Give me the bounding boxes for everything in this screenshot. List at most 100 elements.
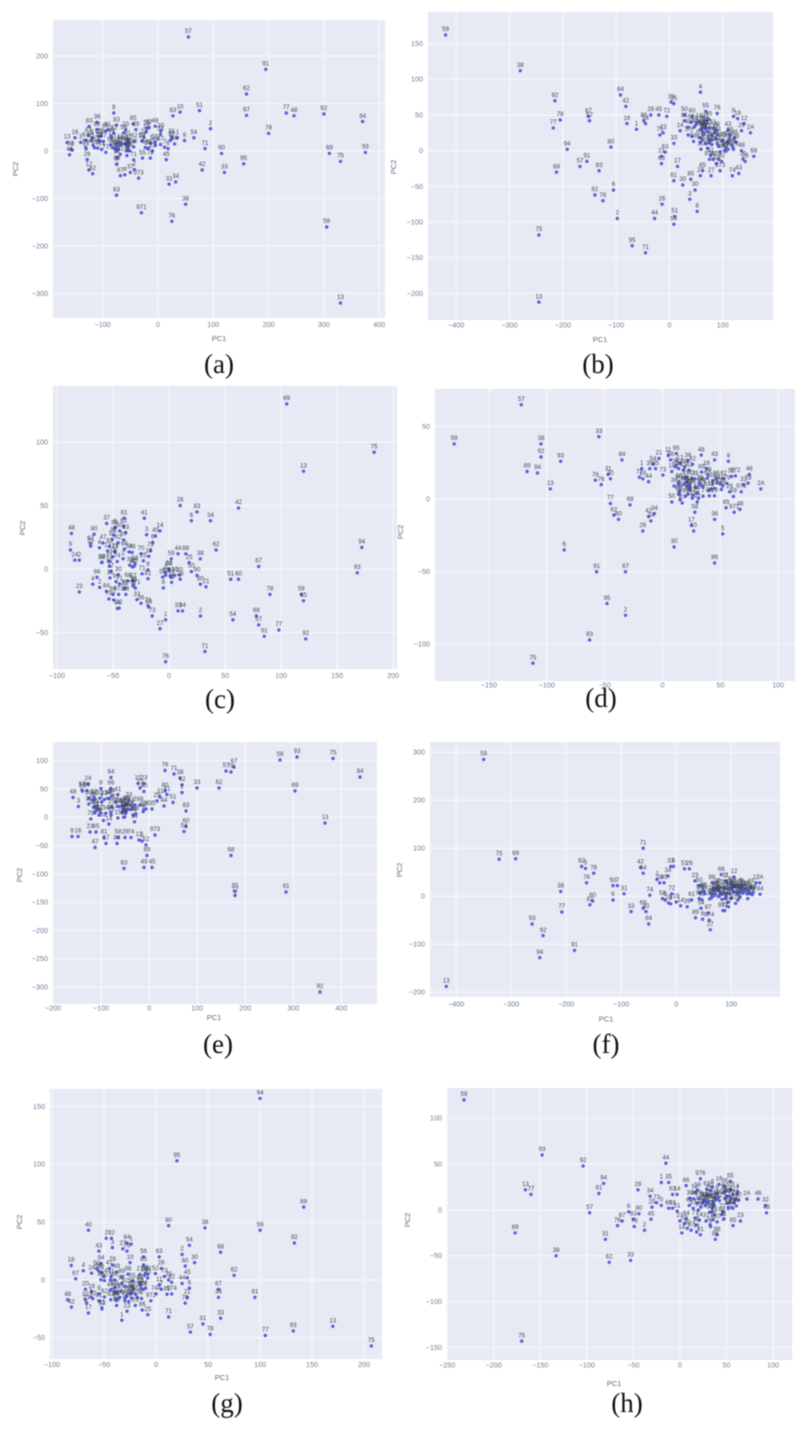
svg-text:20: 20 <box>82 1281 89 1288</box>
svg-text:95: 95 <box>107 804 114 811</box>
svg-text:87: 87 <box>114 149 121 156</box>
svg-text:58: 58 <box>113 1297 120 1304</box>
svg-text:72: 72 <box>636 469 643 476</box>
svg-text:16: 16 <box>113 135 120 142</box>
svg-text:85: 85 <box>687 171 694 178</box>
svg-text:100: 100 <box>191 1004 203 1013</box>
svg-text:−200: −200 <box>32 241 48 250</box>
svg-text:6: 6 <box>611 891 615 898</box>
svg-text:71: 71 <box>116 575 123 582</box>
svg-text:71: 71 <box>171 765 178 772</box>
svg-text:92: 92 <box>552 92 559 99</box>
svg-text:77: 77 <box>701 125 708 132</box>
svg-text:55: 55 <box>107 136 114 143</box>
svg-text:64: 64 <box>640 864 647 871</box>
svg-text:−300: −300 <box>503 1000 519 1009</box>
svg-text:71: 71 <box>707 1203 714 1210</box>
svg-text:72: 72 <box>117 136 124 143</box>
svg-text:47: 47 <box>92 839 99 846</box>
svg-text:61: 61 <box>98 141 105 148</box>
svg-text:16: 16 <box>716 1176 723 1183</box>
svg-text:94: 94 <box>701 117 708 124</box>
svg-text:50: 50 <box>737 888 744 895</box>
svg-text:83: 83 <box>113 116 120 123</box>
svg-text:45: 45 <box>648 1210 655 1217</box>
svg-text:7: 7 <box>163 138 167 145</box>
svg-text:44: 44 <box>701 885 708 892</box>
svg-text:36: 36 <box>138 595 145 602</box>
svg-text:45: 45 <box>652 460 659 467</box>
svg-text:42: 42 <box>115 534 122 541</box>
svg-text:PC2: PC2 <box>15 868 24 883</box>
svg-text:92: 92 <box>90 1290 97 1297</box>
svg-text:PC1: PC1 <box>599 1015 614 1024</box>
svg-text:73: 73 <box>161 1268 168 1275</box>
svg-text:74: 74 <box>705 131 712 138</box>
svg-text:71: 71 <box>693 1223 700 1230</box>
svg-text:60: 60 <box>739 884 746 891</box>
svg-text:6: 6 <box>162 579 166 586</box>
svg-text:35: 35 <box>665 1174 672 1181</box>
svg-text:5: 5 <box>110 1280 114 1287</box>
svg-text:47: 47 <box>722 143 729 150</box>
svg-text:18: 18 <box>124 140 131 147</box>
svg-text:87: 87 <box>688 1221 695 1228</box>
svg-text:54: 54 <box>230 611 237 618</box>
svg-text:23: 23 <box>737 1212 744 1219</box>
svg-text:25: 25 <box>87 537 94 544</box>
svg-text:54: 54 <box>108 787 115 794</box>
svg-text:77: 77 <box>262 1327 269 1334</box>
svg-text:57: 57 <box>703 135 710 142</box>
svg-text:57: 57 <box>255 616 262 623</box>
svg-text:21: 21 <box>656 450 663 457</box>
svg-text:56: 56 <box>667 451 674 458</box>
svg-text:38: 38 <box>538 435 545 442</box>
svg-text:48: 48 <box>685 118 692 125</box>
svg-text:29: 29 <box>697 884 704 891</box>
svg-text:98: 98 <box>112 1290 119 1297</box>
svg-text:5: 5 <box>672 858 676 865</box>
svg-text:0: 0 <box>154 1360 158 1369</box>
svg-text:18: 18 <box>123 586 130 593</box>
svg-text:93: 93 <box>122 796 129 803</box>
svg-text:24: 24 <box>88 1264 95 1271</box>
svg-text:69: 69 <box>512 1224 519 1231</box>
svg-text:82: 82 <box>108 1230 115 1237</box>
svg-text:85: 85 <box>698 463 705 470</box>
svg-text:100: 100 <box>725 1000 737 1009</box>
svg-text:27: 27 <box>119 1240 126 1247</box>
svg-text:80: 80 <box>162 782 169 789</box>
svg-text:94: 94 <box>98 1255 105 1262</box>
svg-text:67: 67 <box>113 1290 120 1297</box>
svg-text:87: 87 <box>699 1194 706 1201</box>
svg-text:PC1: PC1 <box>207 1013 222 1022</box>
svg-text:76: 76 <box>162 653 169 660</box>
svg-text:71: 71 <box>202 643 209 650</box>
svg-text:35: 35 <box>85 795 92 802</box>
svg-text:43: 43 <box>724 1194 731 1201</box>
svg-text:74: 74 <box>729 167 736 174</box>
svg-text:0: 0 <box>156 320 160 329</box>
svg-text:42: 42 <box>645 508 652 515</box>
svg-text:82: 82 <box>106 557 113 564</box>
svg-text:2: 2 <box>133 161 137 168</box>
svg-text:93: 93 <box>93 121 100 128</box>
svg-text:57: 57 <box>707 1216 714 1223</box>
svg-text:33: 33 <box>711 880 718 887</box>
svg-text:51: 51 <box>710 119 717 126</box>
svg-text:93: 93 <box>91 139 98 146</box>
svg-text:5: 5 <box>115 156 119 163</box>
svg-text:61: 61 <box>680 461 687 468</box>
svg-text:84: 84 <box>683 1210 690 1217</box>
svg-text:8: 8 <box>140 1290 144 1297</box>
svg-text:59: 59 <box>298 586 305 593</box>
svg-text:94: 94 <box>257 1090 264 1097</box>
svg-text:55: 55 <box>139 149 146 156</box>
svg-text:25: 25 <box>108 798 115 805</box>
svg-text:83: 83 <box>596 162 603 169</box>
svg-text:23: 23 <box>692 872 699 879</box>
svg-text:45: 45 <box>163 151 170 158</box>
svg-text:42: 42 <box>686 461 693 468</box>
svg-text:92: 92 <box>317 983 324 990</box>
svg-text:PC1: PC1 <box>607 1379 622 1388</box>
